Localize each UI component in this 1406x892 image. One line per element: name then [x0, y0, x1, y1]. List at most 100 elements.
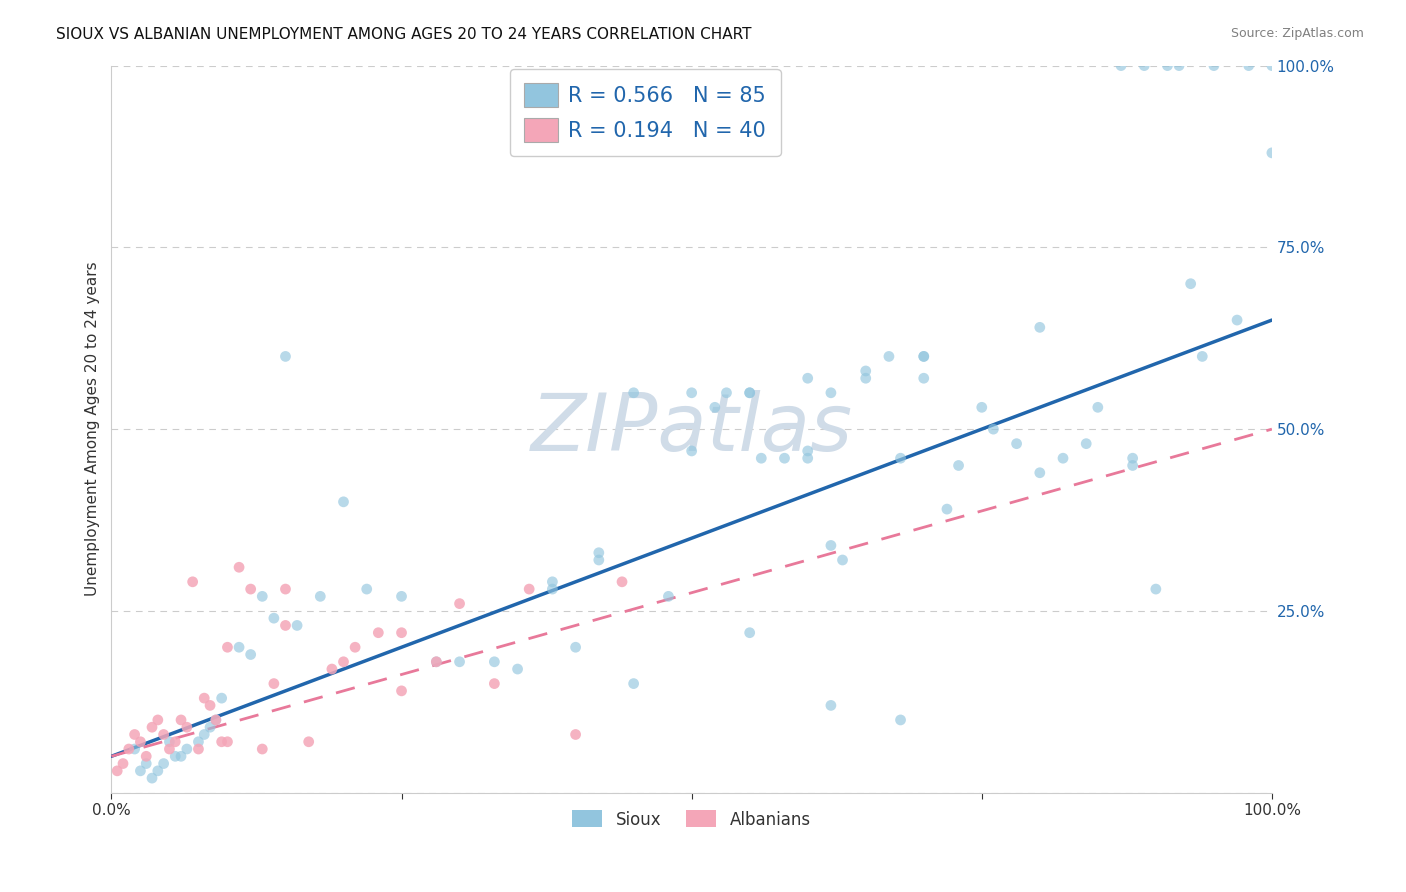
- Point: [936, 502, 959, 516]
- Point: [124, 742, 146, 756]
- Point: [187, 735, 209, 749]
- Point: [187, 742, 209, 756]
- Point: [141, 720, 163, 734]
- Point: [983, 422, 1005, 436]
- Point: [344, 640, 367, 655]
- Point: [176, 742, 198, 756]
- Point: [681, 444, 703, 458]
- Point: [1005, 436, 1028, 450]
- Point: [205, 713, 228, 727]
- Point: [391, 590, 413, 604]
- Point: [1029, 466, 1052, 480]
- Point: [449, 655, 471, 669]
- Point: [217, 640, 239, 655]
- Point: [211, 691, 233, 706]
- Point: [623, 676, 645, 690]
- Point: [367, 625, 389, 640]
- Point: [889, 713, 911, 727]
- Point: [146, 713, 169, 727]
- Point: [298, 735, 321, 749]
- Point: [1144, 582, 1167, 596]
- Point: [484, 655, 506, 669]
- Point: [1122, 451, 1144, 466]
- Point: [165, 749, 187, 764]
- Point: [309, 590, 332, 604]
- Point: [274, 350, 297, 364]
- Point: [332, 495, 354, 509]
- Point: [211, 735, 233, 749]
- Point: [198, 720, 221, 734]
- Point: [1180, 277, 1202, 291]
- Point: [228, 640, 250, 655]
- Point: [796, 444, 818, 458]
- Point: [738, 385, 761, 400]
- Point: [657, 590, 679, 604]
- Point: [321, 662, 343, 676]
- Point: [912, 350, 935, 364]
- Point: [205, 713, 228, 727]
- Point: [1237, 59, 1260, 73]
- Point: [1109, 59, 1132, 73]
- Point: [1087, 401, 1109, 415]
- Point: [517, 582, 540, 596]
- Point: [391, 625, 413, 640]
- Point: [820, 385, 842, 400]
- Point: [564, 640, 586, 655]
- Point: [165, 735, 187, 749]
- Text: ZIPatlas: ZIPatlas: [530, 390, 852, 468]
- Point: [541, 574, 564, 589]
- Point: [1156, 59, 1178, 73]
- Point: [703, 401, 725, 415]
- Point: [610, 574, 633, 589]
- Point: [970, 401, 993, 415]
- Point: [773, 451, 796, 466]
- Point: [506, 662, 529, 676]
- Point: [716, 385, 738, 400]
- Point: [391, 684, 413, 698]
- Point: [948, 458, 970, 473]
- Point: [1122, 458, 1144, 473]
- Point: [564, 727, 586, 741]
- Point: [146, 764, 169, 778]
- Point: [484, 676, 506, 690]
- Point: [111, 756, 134, 771]
- Point: [176, 720, 198, 734]
- Point: [820, 698, 842, 713]
- Point: [263, 611, 285, 625]
- Point: [831, 553, 853, 567]
- Point: [118, 742, 141, 756]
- Point: [170, 713, 193, 727]
- Point: [1202, 59, 1225, 73]
- Point: [252, 590, 274, 604]
- Point: [159, 735, 181, 749]
- Y-axis label: Unemployment Among Ages 20 to 24 years: Unemployment Among Ages 20 to 24 years: [86, 262, 100, 597]
- Point: [588, 546, 610, 560]
- Point: [141, 771, 163, 785]
- Point: [1052, 451, 1074, 466]
- Point: [425, 655, 447, 669]
- Point: [285, 618, 308, 632]
- Point: [105, 764, 128, 778]
- Point: [252, 742, 274, 756]
- Point: [425, 655, 447, 669]
- Point: [170, 749, 193, 764]
- Legend: Sioux, Albanians: Sioux, Albanians: [565, 804, 817, 835]
- Point: [588, 553, 610, 567]
- Point: [1226, 313, 1249, 327]
- Point: [1133, 59, 1156, 73]
- Point: [541, 582, 564, 596]
- Point: [135, 749, 157, 764]
- Point: [198, 698, 221, 713]
- Point: [912, 350, 935, 364]
- Point: [159, 742, 181, 756]
- Point: [855, 371, 877, 385]
- Text: SIOUX VS ALBANIAN UNEMPLOYMENT AMONG AGES 20 TO 24 YEARS CORRELATION CHART: SIOUX VS ALBANIAN UNEMPLOYMENT AMONG AGE…: [56, 27, 752, 42]
- Point: [129, 764, 152, 778]
- Point: [1191, 350, 1213, 364]
- Point: [681, 385, 703, 400]
- Point: [193, 691, 215, 706]
- Point: [820, 538, 842, 552]
- Point: [912, 371, 935, 385]
- Point: [274, 582, 297, 596]
- Point: [623, 385, 645, 400]
